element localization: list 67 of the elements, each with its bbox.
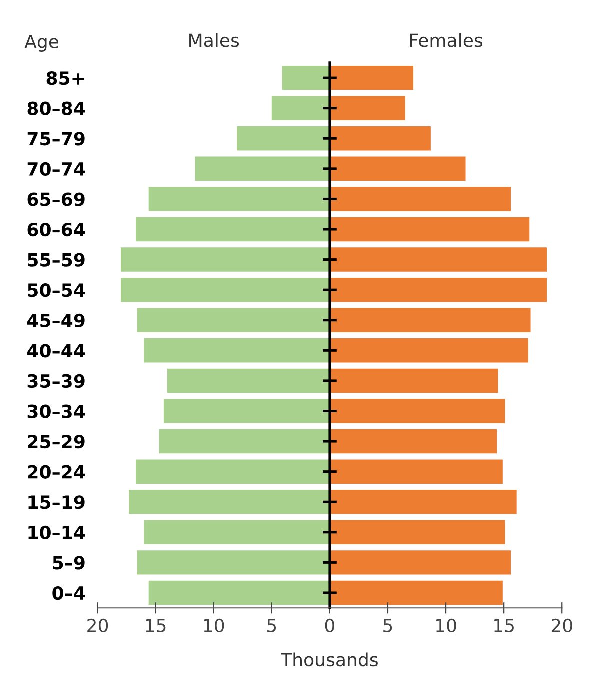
y-tick-label: 35–39 xyxy=(28,374,85,388)
x-tick-label: 20 xyxy=(88,618,108,633)
bar xyxy=(272,96,330,120)
y-tick-label: 40–44 xyxy=(27,344,86,358)
bar xyxy=(282,66,330,90)
x-tick-label: 15 xyxy=(146,619,166,633)
bar xyxy=(330,187,512,212)
bar xyxy=(120,248,330,272)
y-tick-label: 70–74 xyxy=(28,162,86,176)
bar xyxy=(330,338,528,363)
bar xyxy=(137,550,330,575)
y-tick-label: 30–34 xyxy=(28,404,86,418)
bar xyxy=(330,278,548,302)
y-tick-label: 65–69 xyxy=(28,192,85,206)
bar xyxy=(120,278,330,302)
y-tick-label: 20–24 xyxy=(28,465,86,479)
bar xyxy=(330,156,466,182)
x-tick-label: 20 xyxy=(552,618,572,633)
bar xyxy=(237,126,330,151)
bar xyxy=(330,308,531,332)
y-tick-label: 10–14 xyxy=(28,526,86,540)
bar xyxy=(330,368,498,394)
x-tick-label: 15 xyxy=(494,619,514,633)
x-tick-label: 5 xyxy=(268,619,276,633)
bar xyxy=(330,126,431,151)
bar xyxy=(330,460,503,484)
bar xyxy=(330,96,406,120)
bar xyxy=(330,399,506,424)
bar xyxy=(144,338,330,363)
y-tick-label: 50–54 xyxy=(28,284,86,298)
bar xyxy=(167,368,330,394)
y-tick-label: 85+ xyxy=(46,72,84,86)
text: Males xyxy=(190,33,240,48)
y-tick-label: 75–79 xyxy=(28,132,85,146)
x-tick-label: 0 xyxy=(325,618,334,633)
y-tick-label: 25–29 xyxy=(28,434,85,449)
bar xyxy=(195,156,330,182)
bar xyxy=(137,308,330,332)
x-tick-label: 10 xyxy=(436,618,456,633)
x-tick-label: 10 xyxy=(204,618,224,633)
bar xyxy=(148,187,330,212)
bar xyxy=(330,217,530,242)
y-tick-label: 5–9 xyxy=(53,556,85,570)
bar xyxy=(148,580,330,606)
bar xyxy=(330,66,414,90)
y-tick-label: 15–19 xyxy=(28,496,85,510)
x-tick-label: 5 xyxy=(384,619,392,633)
bar xyxy=(129,490,330,514)
bar xyxy=(164,399,330,424)
y-tick-label: 60–64 xyxy=(28,222,86,237)
bar xyxy=(330,520,506,545)
bar xyxy=(330,490,517,514)
y-tick-label: 80–84 xyxy=(28,102,86,116)
bar xyxy=(330,580,503,606)
y-axis-title: Age xyxy=(24,35,59,52)
bar xyxy=(330,429,498,454)
series-label: Females xyxy=(410,33,482,48)
bar xyxy=(136,460,330,484)
x-axis-title: Thousands xyxy=(281,652,378,667)
y-tick-label: 55–59 xyxy=(28,253,85,267)
y-tick-label: 45–49 xyxy=(27,314,85,328)
bar xyxy=(136,217,330,242)
bar xyxy=(144,520,330,545)
bar xyxy=(159,429,330,454)
bar xyxy=(330,248,548,272)
y-tick-label: 0–4 xyxy=(52,586,86,600)
bar xyxy=(330,550,512,575)
